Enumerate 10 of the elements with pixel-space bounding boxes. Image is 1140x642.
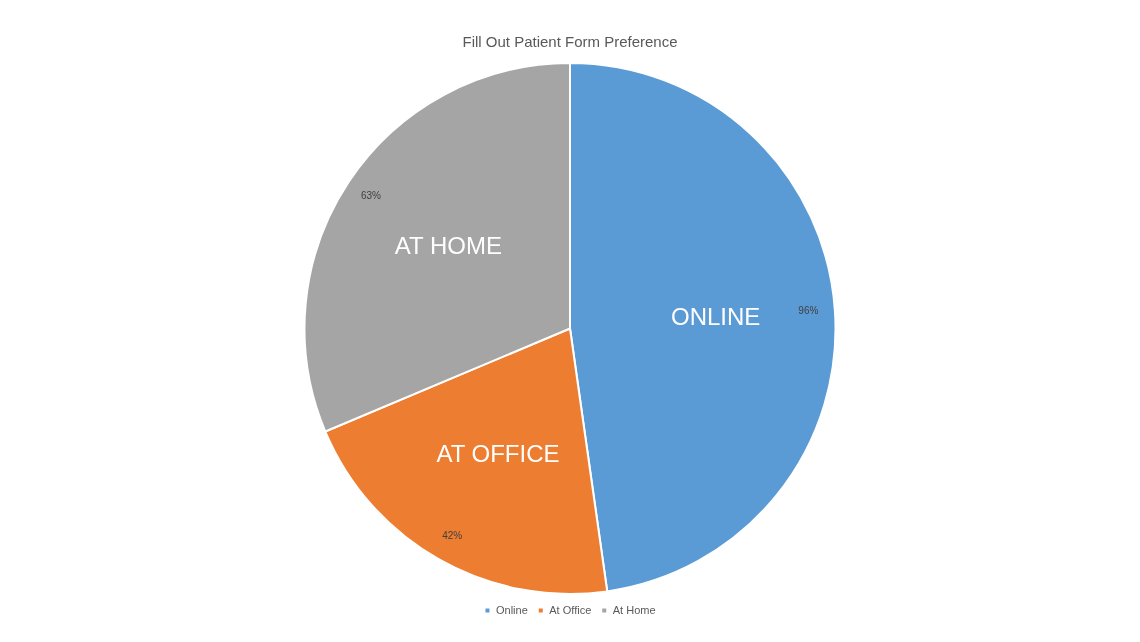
legend-label: At Home xyxy=(612,603,656,616)
text: AT HOME xyxy=(394,232,502,260)
data-label: 63% xyxy=(360,190,382,202)
data-label: 42% xyxy=(442,530,463,542)
data-label: 96% xyxy=(798,305,819,317)
text: AT OFFICE xyxy=(436,440,560,468)
text: ONLINE xyxy=(670,302,761,330)
chart-title: Fill Out Patient Form Preference xyxy=(462,33,678,51)
legend-label: At Office xyxy=(549,603,592,616)
legend-label: Online xyxy=(495,603,528,616)
